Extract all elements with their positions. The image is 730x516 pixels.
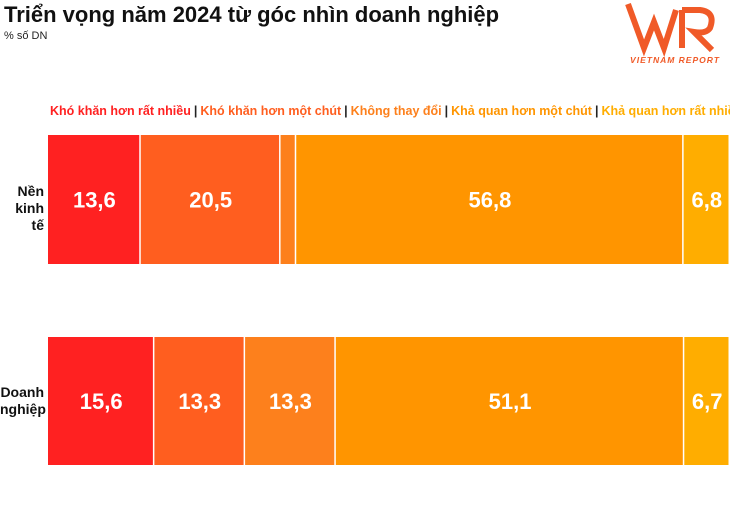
legend-item: Khó khăn hơn rất nhiều xyxy=(50,104,191,118)
legend-item: Khó khăn hơn một chút xyxy=(200,104,342,118)
data-label: 13,6 xyxy=(73,188,116,213)
data-label: 20,5 xyxy=(189,188,232,213)
legend-separator: | xyxy=(193,104,198,118)
bar-segment xyxy=(48,135,140,264)
chart-subtitle: % số DN xyxy=(4,30,48,42)
bar-segment xyxy=(335,337,683,465)
legend-item: Không thay đổi xyxy=(350,104,442,118)
data-label: 15,6 xyxy=(80,389,123,414)
data-label: 51,1 xyxy=(489,389,532,414)
data-label: 6,8 xyxy=(692,188,723,213)
category-label: Nền kinh tế xyxy=(15,182,44,233)
category-label: Doanh nghiệp xyxy=(0,384,46,417)
bar-segment xyxy=(684,337,729,465)
bar-segment xyxy=(683,135,729,264)
legend-item: Khả quan hơn một chút xyxy=(451,104,592,118)
legend: Khó khăn hơn rất nhiều | Khó khăn hơn một … xyxy=(50,104,730,118)
data-label: 13,3 xyxy=(269,389,312,414)
legend-separator: | xyxy=(344,104,348,118)
vietnam-report-logo: VIETNAM REPORT xyxy=(625,2,720,65)
bar-segment xyxy=(280,135,295,264)
data-label: 13,3 xyxy=(178,389,221,414)
legend-separator: | xyxy=(594,104,599,118)
bar-segment xyxy=(296,135,683,264)
data-label: 56,8 xyxy=(469,188,512,213)
svg-text:VIETNAM REPORT: VIETNAM REPORT xyxy=(630,55,720,65)
bar-segment xyxy=(140,135,280,264)
bar-segment xyxy=(48,337,153,465)
data-label: 6,7 xyxy=(692,389,723,414)
bar-segment xyxy=(154,337,244,465)
chart-title: Triển vọng năm 2024 từ góc nhìn doanh ng… xyxy=(4,2,500,27)
legend-separator: | xyxy=(444,104,449,118)
legend-item: Khả quan hơn rất nhiều xyxy=(601,104,730,118)
bar-segment xyxy=(245,337,335,465)
